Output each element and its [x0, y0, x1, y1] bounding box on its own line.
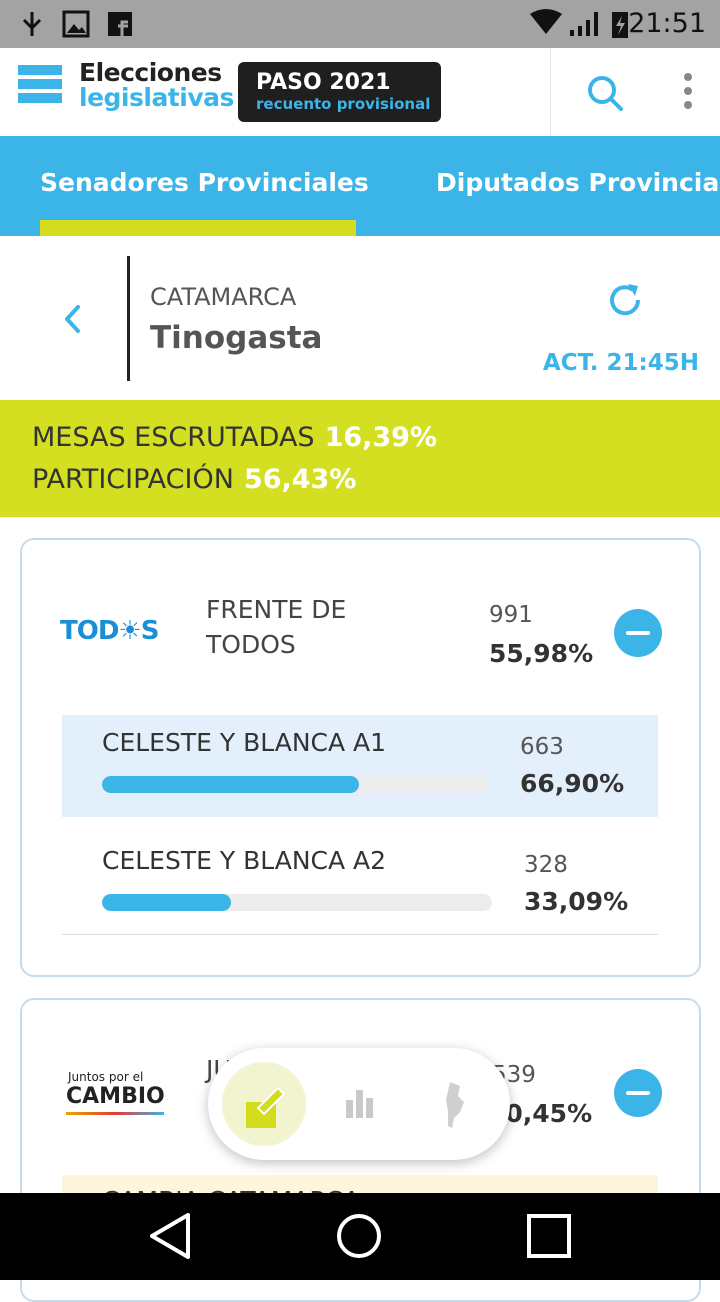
list-votes: 328 [524, 852, 568, 878]
tab[interactable]: Diputados Provinciales [436, 168, 720, 197]
progress-bar [102, 776, 359, 793]
status-bar: 21:51 [0, 0, 720, 48]
clock: 21:51 [628, 8, 706, 39]
party-name: TODOS [206, 630, 296, 659]
app-header: Elecciones legislativas PASO 2021 recuen… [0, 48, 720, 137]
nav-map[interactable] [440, 1080, 470, 1130]
party-logo: TOD☀S [60, 616, 159, 646]
app-subtitle: legislativas [79, 83, 234, 112]
status-right-icons [530, 9, 628, 38]
value: 16,39% [324, 422, 438, 453]
list-votes: 663 [520, 734, 564, 760]
list-name: CELESTE Y BLANCA A1 [102, 728, 387, 757]
summary-row: PARTICIPACIÓN 56,43% [32, 464, 356, 495]
summary-row: MESAS ESCRUTADAS 16,39% [32, 422, 437, 453]
progress-track [102, 776, 486, 793]
list-percent: 66,90% [520, 769, 625, 798]
floating-nav [208, 1048, 510, 1160]
tab[interactable]: Senadores Provinciales [40, 168, 369, 197]
search-button[interactable] [586, 74, 626, 114]
party-name: FRENTE DE [206, 595, 347, 624]
province: CATAMARCA [150, 283, 297, 311]
logo-stripe [66, 1112, 164, 1115]
badge-subtitle: recuento provisional [256, 95, 431, 113]
divider [127, 256, 130, 381]
app-title: Elecciones [79, 58, 222, 87]
progress-track [102, 894, 492, 911]
district: Tinogasta [150, 320, 323, 356]
nav-results[interactable] [342, 1086, 378, 1122]
list-percent: 33,09% [524, 887, 629, 916]
list-row-highlight [62, 715, 658, 817]
collapse-button[interactable] [614, 1069, 662, 1117]
badge-title: PASO 2021 [256, 70, 391, 95]
tab-indicator [40, 220, 356, 236]
nav-vote[interactable] [222, 1062, 306, 1146]
value: 56,43% [243, 464, 357, 495]
party-card: TOD☀S FRENTE DE TODOS 991 55,98% CELESTE… [20, 538, 701, 977]
refresh-button[interactable] [606, 280, 646, 320]
progress-bar [102, 894, 232, 911]
party-logo: CAMBIO [66, 1084, 165, 1109]
system-nav-bar [0, 1193, 720, 1280]
divider [62, 934, 658, 935]
app-logo-mark [18, 65, 62, 103]
menu-button[interactable] [680, 72, 696, 112]
update-time: ACT. 21:45H [542, 350, 699, 376]
back-button[interactable] [60, 303, 86, 335]
status-icons [22, 10, 132, 38]
system-nav-buttons[interactable] [0, 1193, 720, 1280]
party-percent: 55,98% [489, 639, 594, 668]
badge: PASO 2021 recuento provisional [238, 62, 441, 122]
divider [550, 48, 551, 136]
collapse-button[interactable] [614, 609, 662, 657]
party-votes: 991 [489, 602, 533, 628]
party-logo: Juntos por el [68, 1070, 144, 1084]
label: PARTICIPACIÓN [32, 464, 234, 495]
summary-band: MESAS ESCRUTADAS 16,39% PARTICIPACIÓN 56,4… [0, 400, 720, 517]
tab-bar: Senadores Provinciales Diputados Provinc… [0, 136, 720, 236]
list-name: CELESTE Y BLANCA A2 [102, 846, 387, 875]
label: MESAS ESCRUTADAS [32, 422, 315, 453]
